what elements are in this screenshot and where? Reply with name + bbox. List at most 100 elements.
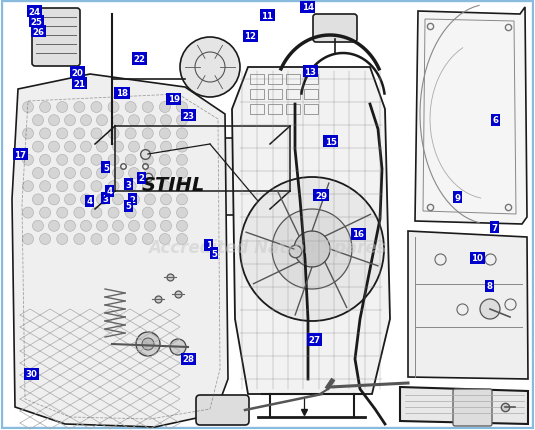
Polygon shape — [408, 231, 528, 379]
Circle shape — [49, 115, 59, 126]
Circle shape — [142, 129, 154, 140]
Circle shape — [65, 221, 75, 232]
Circle shape — [177, 115, 187, 126]
Text: 3: 3 — [125, 181, 132, 189]
Circle shape — [40, 155, 51, 166]
Polygon shape — [400, 387, 528, 424]
Text: 22: 22 — [133, 55, 145, 64]
Circle shape — [177, 234, 187, 245]
Text: 27: 27 — [309, 335, 320, 344]
Text: 4: 4 — [87, 197, 93, 206]
FancyBboxPatch shape — [4, 4, 531, 426]
Circle shape — [80, 168, 91, 179]
Text: 4: 4 — [106, 187, 113, 196]
Text: 5: 5 — [103, 163, 109, 172]
Circle shape — [108, 129, 119, 140]
Circle shape — [91, 208, 102, 218]
Circle shape — [91, 234, 102, 245]
Circle shape — [160, 221, 172, 232]
Circle shape — [74, 181, 85, 192]
Circle shape — [40, 234, 51, 245]
Circle shape — [144, 168, 156, 179]
Text: 16: 16 — [353, 230, 364, 239]
Circle shape — [159, 234, 170, 245]
Circle shape — [33, 168, 43, 179]
Circle shape — [159, 208, 170, 218]
Circle shape — [65, 194, 75, 206]
Text: 28: 28 — [182, 355, 194, 363]
Circle shape — [112, 221, 124, 232]
Text: 10: 10 — [471, 254, 483, 262]
Circle shape — [144, 115, 156, 126]
Circle shape — [96, 168, 108, 179]
Text: 19: 19 — [168, 95, 180, 104]
Circle shape — [144, 142, 156, 153]
Circle shape — [142, 208, 154, 218]
Circle shape — [91, 181, 102, 192]
Text: 23: 23 — [182, 112, 194, 120]
Circle shape — [57, 234, 68, 245]
Circle shape — [160, 115, 172, 126]
Circle shape — [112, 115, 124, 126]
Circle shape — [142, 338, 154, 350]
Text: 6: 6 — [493, 116, 499, 125]
Text: 11: 11 — [262, 12, 273, 21]
Circle shape — [240, 178, 384, 321]
Circle shape — [125, 234, 136, 245]
Circle shape — [91, 155, 102, 166]
Circle shape — [125, 102, 136, 113]
Circle shape — [112, 194, 124, 206]
Text: 18: 18 — [116, 89, 128, 98]
Circle shape — [49, 142, 59, 153]
Text: 7: 7 — [491, 224, 498, 232]
Text: 20: 20 — [72, 69, 83, 77]
Circle shape — [159, 129, 170, 140]
Circle shape — [108, 234, 119, 245]
Circle shape — [177, 181, 187, 192]
Circle shape — [177, 142, 187, 153]
Polygon shape — [12, 75, 228, 427]
Circle shape — [74, 155, 85, 166]
Circle shape — [65, 168, 75, 179]
Circle shape — [144, 194, 156, 206]
Circle shape — [128, 194, 140, 206]
Text: 29: 29 — [315, 191, 327, 200]
Circle shape — [96, 142, 108, 153]
Circle shape — [159, 155, 170, 166]
FancyBboxPatch shape — [196, 395, 249, 425]
Circle shape — [125, 129, 136, 140]
Circle shape — [33, 115, 43, 126]
Circle shape — [160, 142, 172, 153]
Circle shape — [22, 155, 34, 166]
Text: 2: 2 — [139, 174, 145, 183]
Circle shape — [80, 115, 91, 126]
Circle shape — [272, 209, 352, 289]
Text: 14: 14 — [302, 3, 314, 12]
Text: STIHL: STIHL — [142, 175, 205, 194]
FancyBboxPatch shape — [313, 15, 357, 43]
Circle shape — [128, 115, 140, 126]
Circle shape — [57, 129, 68, 140]
Text: 5: 5 — [211, 249, 217, 258]
Circle shape — [91, 102, 102, 113]
Circle shape — [33, 221, 43, 232]
Text: 1: 1 — [205, 241, 212, 249]
Circle shape — [22, 208, 34, 218]
Circle shape — [108, 181, 119, 192]
Circle shape — [142, 181, 154, 192]
Circle shape — [65, 115, 75, 126]
Circle shape — [125, 208, 136, 218]
Circle shape — [159, 181, 170, 192]
Circle shape — [112, 168, 124, 179]
Circle shape — [80, 142, 91, 153]
Circle shape — [57, 102, 68, 113]
Circle shape — [57, 155, 68, 166]
Circle shape — [112, 142, 124, 153]
Circle shape — [159, 102, 170, 113]
Circle shape — [57, 208, 68, 218]
Text: 5: 5 — [126, 202, 131, 211]
Circle shape — [57, 181, 68, 192]
FancyBboxPatch shape — [453, 389, 492, 426]
Circle shape — [22, 181, 34, 192]
Circle shape — [177, 168, 187, 179]
